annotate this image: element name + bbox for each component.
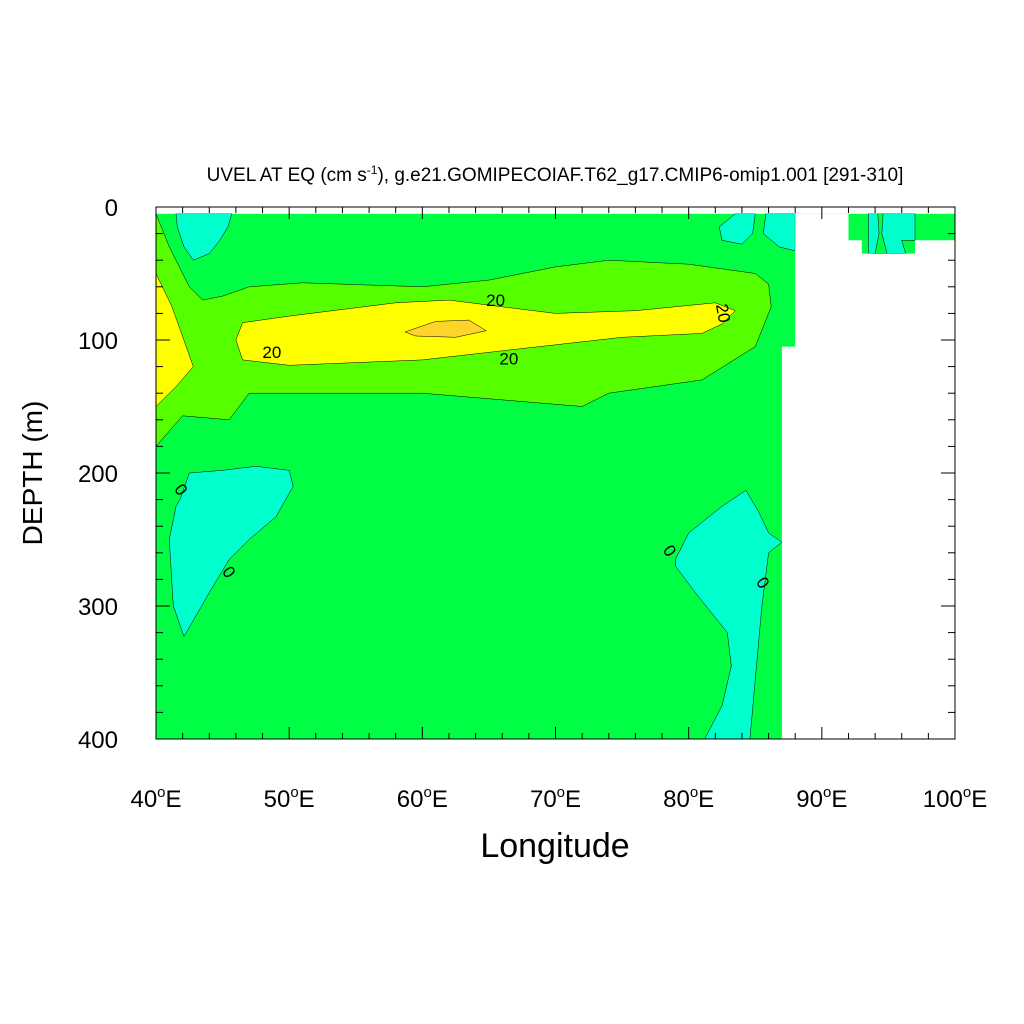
y-tick-label: 100 bbox=[78, 328, 118, 355]
plot-frame bbox=[155, 206, 956, 740]
westward-flow-northeast-region bbox=[719, 213, 756, 245]
y-axis-title: DEPTH (m) bbox=[17, 401, 48, 546]
westward-flow-west-deep-region bbox=[169, 466, 294, 638]
title-main: UVEL AT EQ (cm s bbox=[207, 165, 367, 186]
undercurrent-maximum-region bbox=[404, 319, 487, 338]
westward-flow-east-deep-region bbox=[675, 489, 783, 739]
axis-tick-labels: 40oE 50oE 60oE 70oE 80oE 90oE 100oE 0 100 200 300 4… bbox=[78, 195, 987, 813]
y-tick-label: 0 bbox=[105, 195, 118, 222]
contour-label: 20 bbox=[262, 343, 281, 362]
contour-fill-layer bbox=[156, 207, 955, 739]
title-superscript: -1 bbox=[367, 163, 378, 177]
x-tick-label: 70oE bbox=[530, 784, 581, 813]
y-tick-label: 200 bbox=[78, 461, 118, 488]
x-tick-label: 100oE bbox=[923, 784, 987, 813]
title-rest: ), g.e21.GOMIPECOIAF.T62_g17.CMIP6-omip1… bbox=[377, 165, 903, 186]
x-tick-label: 40oE bbox=[130, 784, 181, 813]
contour-label: 20 bbox=[712, 302, 734, 324]
x-tick-label: 90oE bbox=[796, 784, 847, 813]
chart-title: UVEL AT EQ (cm s-1), g.e21.GOMIPECOIAF.T… bbox=[207, 163, 904, 186]
westward-flow-northeast-region bbox=[762, 213, 796, 252]
undercurrent-core-region bbox=[235, 299, 736, 366]
contour-label: 20 bbox=[499, 349, 518, 368]
x-tick-label: 60oE bbox=[397, 784, 448, 813]
x-tick-label: 50oE bbox=[264, 784, 315, 813]
x-tick-label: 80oE bbox=[663, 784, 714, 813]
y-tick-label: 400 bbox=[78, 727, 118, 754]
x-axis-title: Longitude bbox=[480, 827, 629, 865]
westward-flow-northwest-region bbox=[175, 213, 233, 261]
undercurrent-core-region bbox=[156, 273, 194, 407]
contour-label: 20 bbox=[486, 291, 505, 310]
y-tick-label: 300 bbox=[78, 594, 118, 621]
land-mask-region bbox=[781, 213, 955, 739]
